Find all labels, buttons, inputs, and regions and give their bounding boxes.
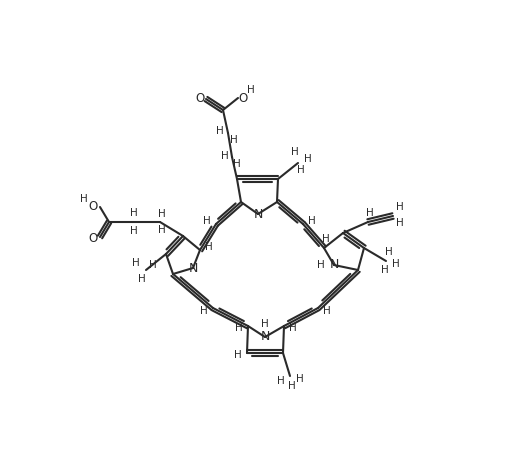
Text: H: H bbox=[322, 234, 330, 244]
Text: H: H bbox=[296, 374, 304, 384]
Text: H: H bbox=[234, 350, 242, 360]
Text: H: H bbox=[158, 209, 166, 219]
Text: H: H bbox=[233, 159, 241, 169]
Text: O: O bbox=[89, 232, 98, 245]
Text: H: H bbox=[158, 225, 166, 235]
Text: H: H bbox=[396, 218, 404, 228]
Text: H: H bbox=[277, 376, 285, 386]
Text: H: H bbox=[385, 247, 393, 257]
Text: H: H bbox=[392, 259, 400, 269]
Text: N: N bbox=[188, 261, 198, 274]
Text: H: H bbox=[381, 265, 389, 275]
Text: H: H bbox=[317, 260, 325, 270]
Text: H: H bbox=[200, 306, 208, 316]
Text: H: H bbox=[203, 216, 211, 226]
Text: H: H bbox=[235, 323, 243, 333]
Text: H: H bbox=[130, 208, 138, 218]
Text: O: O bbox=[239, 91, 248, 104]
Text: H: H bbox=[221, 151, 229, 161]
Text: H: H bbox=[247, 85, 255, 95]
Text: H: H bbox=[366, 208, 374, 218]
Text: H: H bbox=[138, 274, 146, 284]
Text: H: H bbox=[80, 194, 88, 204]
Text: H: H bbox=[308, 216, 316, 226]
Text: H: H bbox=[396, 202, 404, 212]
Text: H: H bbox=[291, 147, 299, 157]
Text: H: H bbox=[132, 258, 140, 268]
Text: H: H bbox=[130, 226, 138, 236]
Text: N: N bbox=[253, 207, 263, 220]
Text: H: H bbox=[323, 306, 331, 316]
Text: H: H bbox=[205, 242, 213, 252]
Text: H: H bbox=[304, 154, 312, 164]
Text: H: H bbox=[230, 135, 238, 145]
Text: H: H bbox=[261, 319, 269, 329]
Text: H: H bbox=[216, 126, 224, 136]
Text: N: N bbox=[260, 330, 270, 343]
Text: H: H bbox=[149, 260, 157, 270]
Text: O: O bbox=[89, 200, 98, 213]
Text: H: H bbox=[297, 165, 305, 175]
Text: O: O bbox=[196, 92, 205, 105]
Text: H: H bbox=[289, 323, 297, 333]
Text: N: N bbox=[329, 259, 338, 272]
Text: H: H bbox=[288, 381, 296, 391]
